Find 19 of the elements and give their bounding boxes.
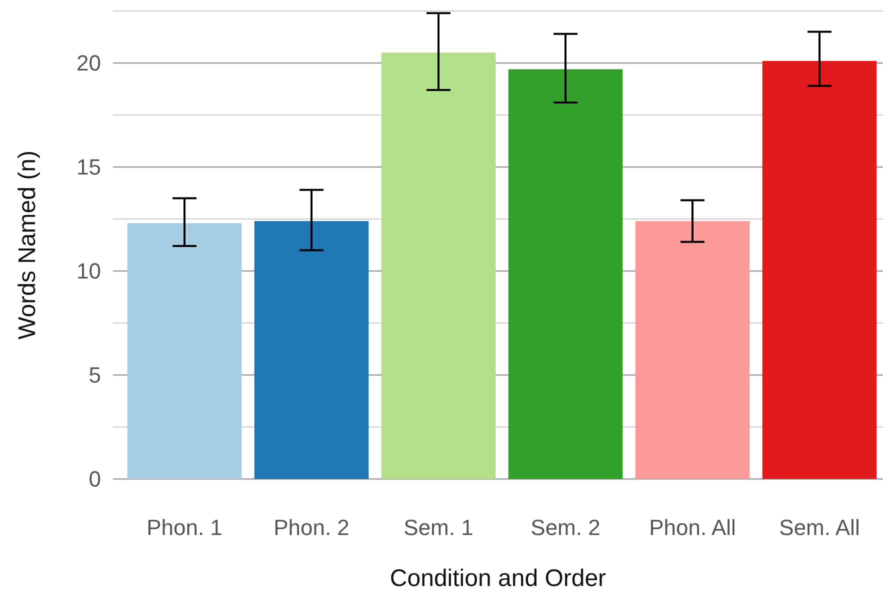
x-tick-label: Phon. 1	[146, 515, 222, 540]
x-tick-label: Phon. 2	[274, 515, 350, 540]
bar	[254, 221, 369, 479]
y-axis-title: Words Named (n)	[14, 150, 41, 340]
x-axis-title: Condition and Order	[390, 565, 606, 592]
bar	[762, 60, 877, 479]
y-tick-label: 10	[76, 258, 101, 284]
bar	[381, 52, 496, 479]
bar	[635, 221, 750, 479]
y-tick-label: 20	[76, 50, 101, 76]
y-tick-label: 15	[76, 154, 101, 180]
bar	[508, 69, 623, 479]
x-tick-label: Sem. All	[779, 515, 860, 540]
x-tick-label: Sem. 1	[404, 515, 474, 540]
bar	[127, 223, 242, 479]
x-tick-label: Phon. All	[649, 515, 736, 540]
y-tick-label: 5	[88, 362, 101, 388]
y-tick-label: 0	[88, 466, 101, 492]
x-tick-label: Sem. 2	[530, 515, 600, 540]
